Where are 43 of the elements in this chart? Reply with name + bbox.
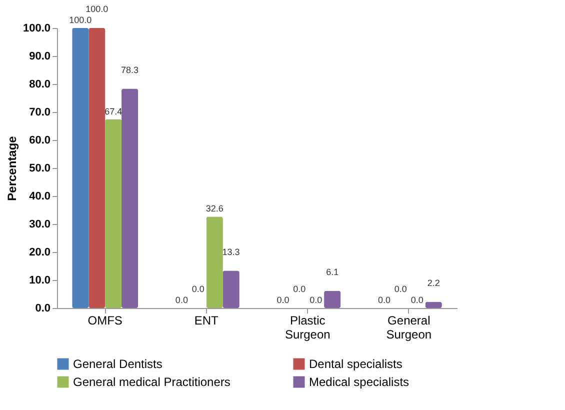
data-label: 78.3 [121,64,139,75]
bar [122,88,138,308]
data-label: 0.0 [394,284,407,294]
data-label: 2.2 [427,278,440,288]
bar [88,28,106,308]
bar [206,216,223,308]
y-tick-label: 0.0 [35,302,50,314]
y-tick-label: 70.0 [29,106,50,118]
y-tick-label: 80.0 [29,78,50,90]
legend-label: Dental specialists [309,357,402,371]
y-tick-label: 90.0 [29,50,50,62]
y-tick-label: 20.0 [29,246,50,258]
x-tick-label: General Surgeon [386,314,432,342]
y-axis-title: Percentage [4,136,19,201]
x-tick-label: Plastic Surgeon [284,314,330,342]
y-tick-label: 100.0 [22,22,50,34]
legend-label: General Dentists [73,357,162,371]
bar [324,290,341,308]
data-label: 0.0 [378,295,390,305]
x-tick-label: ENT [194,314,220,328]
data-label: 32.6 [206,204,224,214]
data-label: 100.0 [69,15,92,25]
data-label: 0.0 [276,295,290,305]
y-tick-label: 40.0 [29,190,50,202]
bar [425,302,442,308]
data-label: 6.1 [326,266,339,277]
y-tick-label: 60.0 [29,134,50,146]
y-tick-label: 50.0 [29,162,50,174]
data-label: 0.0 [175,295,188,305]
y-tick-label: 30.0 [29,218,50,230]
legend-label: Medical specialists [309,375,410,389]
x-tick-label: OMFS [88,314,122,328]
data-label: 13.3 [222,246,240,257]
bar [72,28,89,308]
legend-label: General medical Practitioners [73,375,230,389]
data-label: 0.0 [410,295,424,305]
bar [105,119,122,308]
data-label: 0.0 [310,295,322,305]
data-label: 0.0 [293,284,306,294]
y-tick-label: 10.0 [29,274,50,286]
data-label: 0.0 [192,284,204,294]
data-label: 100.0 [86,4,108,14]
bar [222,270,240,308]
